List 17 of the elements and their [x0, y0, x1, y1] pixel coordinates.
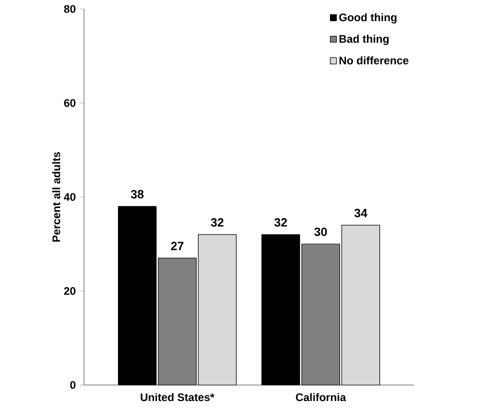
- y-tick-label: 0: [70, 381, 76, 389]
- data-label: 30: [314, 228, 327, 236]
- y-tick-label: 40: [64, 193, 76, 201]
- y-axis-title: Percent all adults: [52, 152, 60, 242]
- x-tick-label: California: [296, 393, 346, 402]
- x-tick-label: United States*: [140, 393, 214, 402]
- y-tick-label: 60: [64, 99, 76, 107]
- legend-label: No difference: [340, 56, 408, 64]
- data-label: 27: [171, 242, 184, 250]
- data-label: 34: [354, 208, 368, 218]
- data-label: 38: [130, 190, 144, 198]
- y-tick-label: 20: [64, 287, 76, 295]
- data-label: 32: [274, 218, 287, 227]
- legend-label: Bad thing: [340, 34, 389, 46]
- legend-label: Good thing: [339, 13, 396, 24]
- data-label: 32: [210, 218, 224, 227]
- y-tick-label: 80: [64, 5, 76, 13]
